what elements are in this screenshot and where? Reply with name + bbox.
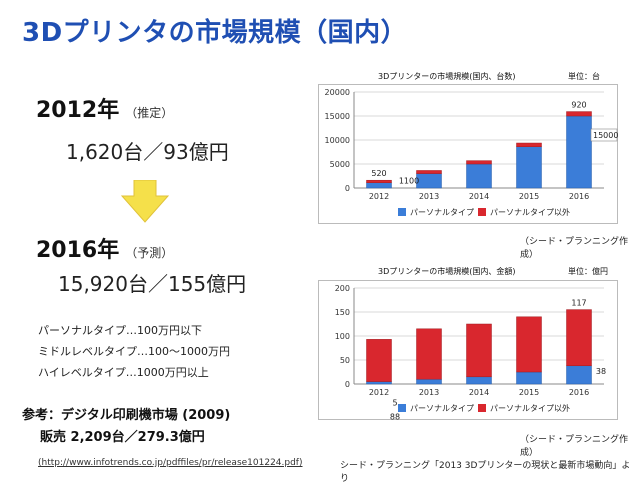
y-tick-label: 20000 [325, 88, 350, 97]
y-tick-label: 10000 [325, 136, 350, 145]
y-tick-label: 50 [340, 356, 350, 365]
bar-other-2016 [566, 111, 592, 117]
page-title: 3Dプリンタの市場規模（国内） [22, 18, 408, 48]
printer-type-list: パーソナルタイプ…100万円以下 ミドルレベルタイプ…100〜1000万円 ハイ… [38, 320, 230, 383]
x-tick-label: 2015 [519, 192, 539, 201]
down-arrow-icon [120, 180, 170, 223]
bar-other-2014 [466, 160, 492, 165]
y-tick-label: 0 [345, 184, 350, 193]
y-tick-label: 5000 [330, 160, 350, 169]
data-label: 117 [571, 299, 586, 308]
x-tick-label: 2016 [569, 192, 589, 201]
chart1-title: 3Dプリンターの市場規模(国内、台数) [378, 72, 516, 81]
x-tick-label: 2014 [469, 192, 489, 201]
bar-other-2012 [366, 339, 392, 382]
type-middle: ミドルレベルタイプ…100〜1000万円 [38, 345, 230, 358]
data-label: 15000 [593, 131, 618, 140]
data-label: 520 [371, 169, 386, 178]
x-tick-label: 2014 [469, 388, 489, 397]
legend-label-personal: パーソナルタイプ [410, 208, 474, 217]
year-2012-heading: 2012年 （推定） [36, 92, 173, 124]
chart1-svg: 0 5000 10000 15000 20000 2012 2013 2014 2015 2016… [318, 84, 618, 224]
year-2012-label: 2012年 [36, 98, 120, 123]
year-2016-value: 15,920台／155億円 [58, 272, 247, 296]
year-2016-note: （予測） [125, 246, 174, 260]
y-tick-label: 100 [335, 332, 350, 341]
chart2-unit: 単位：億円 [568, 267, 608, 276]
bar-other-2015 [516, 142, 542, 147]
reference-block: 参考：デジタル印刷機市場 (2009) 販売 2,209台／279.3億円 [22, 405, 230, 449]
reference-title: 参考：デジタル印刷機市場 (2009) [22, 408, 231, 423]
year-2012-value: 1,620台／93億円 [66, 140, 229, 164]
chart2-svg: 0 50 100 150 200 2012 2013 2014 2015 2016 88 5 117 38… [318, 280, 618, 420]
data-label: 88 [390, 413, 400, 420]
bar-other-2016 [566, 309, 592, 367]
bar-personal-2015 [516, 371, 542, 385]
legend-label-other: パーソナルタイプ以外 [490, 403, 570, 413]
reference-link[interactable]: (http://www.infotrends.co.jp/pdffiles/pr… [38, 458, 303, 468]
source-citation: シード・プランニング「2013 3Dプリンターの現状と最新市場動向」より [340, 461, 631, 484]
y-tick-label: 150 [335, 308, 350, 317]
legend-swatch-other [478, 404, 486, 412]
data-label: 5 [392, 399, 397, 408]
legend-swatch-personal [398, 208, 406, 216]
bar-other-2014 [466, 323, 492, 378]
type-personal: パーソナルタイプ…100万円以下 [38, 324, 202, 337]
year-2016-label: 2016年 [36, 238, 120, 263]
bar-personal-2014 [466, 376, 492, 385]
reference-sales: 販売 2,209台／279.3億円 [40, 430, 205, 445]
x-tick-label: 2016 [569, 388, 589, 397]
bar-personal-2015 [516, 146, 542, 189]
x-tick-label: 2012 [369, 388, 389, 397]
data-label: 38 [596, 367, 606, 376]
x-tick-label: 2013 [419, 192, 439, 201]
x-tick-label: 2012 [369, 192, 389, 201]
chart2-credit: （シード・プランニング作成） [520, 435, 629, 458]
bar-personal-2016 [566, 115, 592, 189]
bar-other-2013 [416, 170, 442, 174]
y-tick-label: 200 [335, 284, 350, 293]
data-label: 920 [571, 101, 586, 110]
bar-personal-2014 [466, 163, 492, 189]
legend-label-personal: パーソナルタイプ [410, 404, 474, 413]
legend-swatch-other [478, 208, 486, 216]
chart1-unit: 単位：台 [568, 72, 600, 81]
bar-personal-2013 [416, 378, 442, 385]
bar-personal-2012 [366, 182, 392, 189]
year-2012-note: （推定） [125, 106, 174, 120]
bar-other-2015 [516, 316, 542, 373]
chart1-credit: （シード・プランニング作成） [520, 237, 629, 260]
x-tick-label: 2013 [419, 388, 439, 397]
y-tick-label: 15000 [325, 112, 350, 121]
bar-other-2013 [416, 328, 442, 380]
legend-label-other: パーソナルタイプ以外 [490, 207, 570, 217]
bar-personal-2013 [416, 173, 442, 189]
bar-personal-2016 [566, 365, 592, 385]
bar-other-2012 [366, 179, 392, 183]
y-tick-label: 0 [345, 380, 350, 389]
x-tick-label: 2015 [519, 388, 539, 397]
type-high: ハイレベルタイプ…1000万円以上 [38, 366, 209, 379]
data-label-box [590, 128, 618, 142]
year-2016-heading: 2016年 （予測） [36, 232, 173, 264]
chart2-title: 3Dプリンターの市場規模(国内、金額) [378, 267, 516, 276]
bar-personal-2012 [366, 381, 392, 385]
legend-swatch-personal [398, 404, 406, 412]
data-label: 1100 [399, 177, 419, 186]
